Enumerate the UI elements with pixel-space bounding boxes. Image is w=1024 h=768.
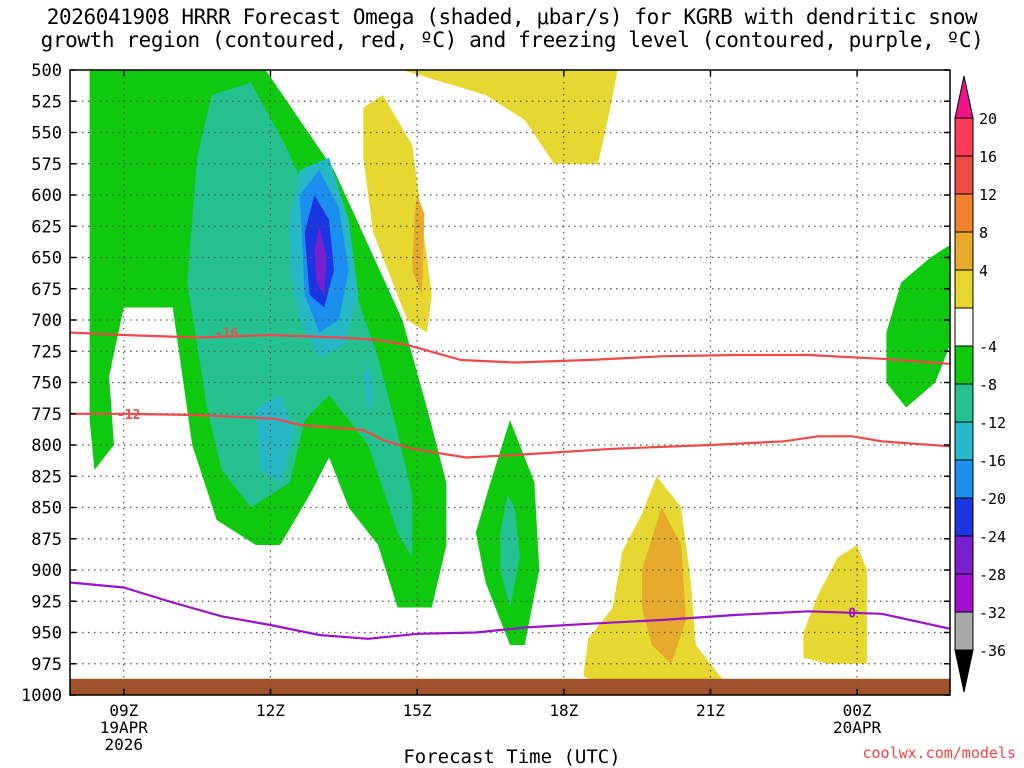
y-tick-label: 750: [31, 374, 62, 394]
y-tick-label: 675: [31, 280, 62, 300]
y-tick-label: 525: [31, 92, 62, 112]
colorbar-label: 8: [979, 224, 988, 242]
omega-region-yellow-right: [803, 545, 867, 664]
omega-region-teal-main: [187, 82, 413, 558]
colorbar-label: 20: [979, 110, 997, 128]
x-tick-label: 12Z: [256, 701, 285, 720]
y-tick-label: 825: [31, 467, 62, 487]
omega-region-yellow-top: [402, 70, 618, 164]
colorbar-label: -4: [979, 338, 997, 356]
x-tick-label: 00Z: [843, 701, 872, 720]
colorbar-bin: [954, 459, 974, 499]
colorbar-label: -36: [979, 642, 1006, 660]
x-tick-label: 09Z: [109, 701, 138, 720]
colorbar-bin: [954, 117, 974, 157]
colorbar-label: -16: [979, 452, 1006, 470]
omega-region-orange-low: [642, 507, 686, 664]
colorbar-label: -24: [979, 528, 1006, 546]
y-tick-label: 725: [31, 342, 62, 362]
freezing-contour-0-line: [70, 581, 950, 640]
x-tick-sublabel-date: 20APR: [833, 718, 882, 737]
dgz-contour--16-label: -16: [215, 327, 239, 342]
y-tick-label: 850: [31, 499, 62, 519]
colorbar-bin: [954, 231, 974, 271]
omega-region-teal-mid: [500, 495, 520, 608]
colorbar-bin: [954, 535, 974, 575]
chart-title-line1: 2026041908 HRRR Forecast Omega (shaded, …: [46, 5, 978, 29]
y-tick-label: 900: [31, 561, 62, 581]
chart-title: 2026041908 HRRR Forecast Omega (shaded, …: [0, 6, 1024, 52]
x-axis-label: Forecast Time (UTC): [403, 746, 621, 768]
colorbar-bin: [954, 497, 974, 537]
y-tick-label: 950: [31, 624, 62, 644]
x-tick-label: 21Z: [696, 701, 725, 720]
colorbar-bin: [954, 421, 974, 461]
y-tick-label: 650: [31, 249, 62, 269]
credit-link[interactable]: coolwx.com/models: [862, 744, 1016, 762]
y-tick-label: 625: [31, 217, 62, 237]
colorbar-top-arrow: [954, 75, 974, 119]
y-tick-label: 925: [31, 592, 62, 612]
dgz-contour--12-line: [70, 412, 950, 459]
colorbar-bin: [954, 193, 974, 233]
colorbar-label: -12: [979, 414, 1006, 432]
omega-region-cyan-sliver: [363, 363, 374, 414]
colorbar-bin: [954, 611, 974, 651]
colorbar-bin: [954, 269, 974, 309]
y-tick-label: 600: [31, 186, 62, 206]
colorbar-bin: [954, 307, 974, 347]
ground-band: [70, 678, 950, 695]
y-tick-label: 1000: [21, 686, 62, 706]
colorbar-label: -32: [979, 604, 1006, 622]
colorbar-label: -20: [979, 490, 1006, 508]
x-tick-sublabel-date: 19APR: [100, 718, 149, 737]
colorbar-bin: [954, 573, 974, 613]
colorbar-label: 12: [979, 186, 997, 204]
colorbar-bin: [954, 155, 974, 195]
y-tick-label: 550: [31, 124, 62, 144]
y-tick-label: 500: [31, 61, 62, 81]
freezing-contour-0-label: 0: [848, 607, 856, 622]
colorbar-bin: [954, 383, 974, 423]
colorbar-bin: [954, 345, 974, 385]
omega-region-purple-core: [314, 226, 327, 295]
omega-region-green-right: [886, 245, 950, 408]
y-tick-label: 700: [31, 311, 62, 331]
colorbar-label: -8: [979, 376, 997, 394]
x-tick-sublabel-year: 2026: [105, 735, 144, 754]
colorbar-label: 16: [979, 148, 997, 166]
colorbar-label: 4: [979, 262, 988, 280]
y-tick-label: 775: [31, 405, 62, 425]
colorbar-label: -28: [979, 566, 1006, 584]
dgz-contour--12-label: -12: [117, 408, 140, 423]
chart-title-line2: growth region (contoured, red, ºC) and f…: [40, 28, 984, 52]
dgz-contour--16-line: [70, 331, 950, 365]
colorbar-bottom-arrow: [954, 649, 974, 693]
omega-region-cyan-low: [255, 395, 295, 483]
y-tick-label: 800: [31, 436, 62, 456]
y-tick-label: 975: [31, 655, 62, 675]
omega-region-orange-upper: [412, 195, 425, 295]
y-tick-label: 875: [31, 530, 62, 550]
x-tick-label: 15Z: [403, 701, 432, 720]
x-tick-label: 18Z: [549, 701, 578, 720]
y-tick-label: 575: [31, 155, 62, 175]
